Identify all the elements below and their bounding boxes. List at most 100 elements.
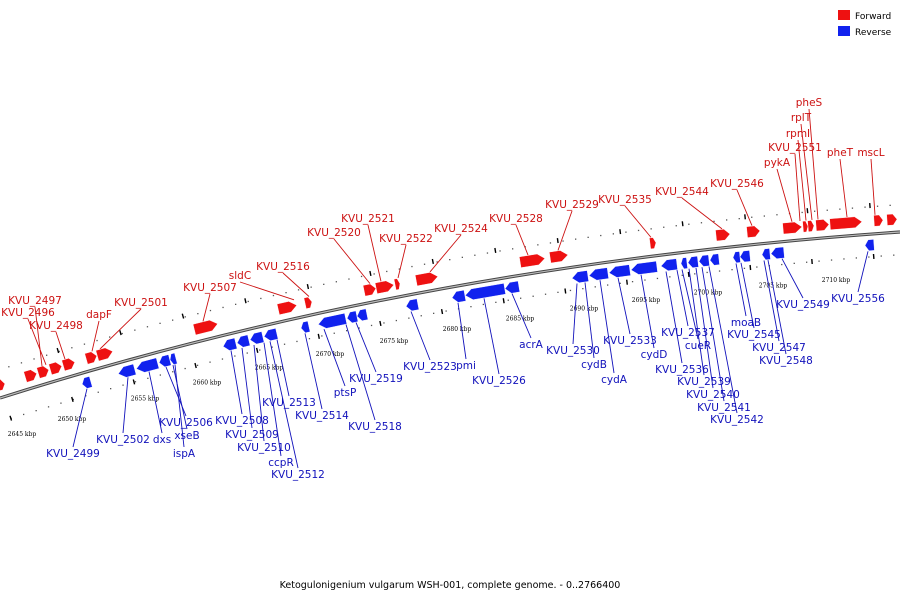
scale-dot-lower (308, 338, 311, 340)
reverse-gene-label: KVU_2539 (677, 376, 731, 388)
scale-dot-upper (625, 231, 627, 233)
reverse-label-leader (740, 262, 755, 329)
kbp-tick-label: 2680 kbp (443, 326, 472, 333)
kbp-tick-label: 2660 kbp (193, 379, 222, 386)
scale-dot-upper (96, 339, 98, 342)
scale-tick-lower (132, 379, 136, 385)
reverse-gene-arrow (158, 354, 172, 368)
scale-tick-upper (119, 330, 122, 336)
scale-dot-upper (751, 216, 753, 218)
forward-label-leader (99, 308, 142, 350)
forward-gene-label: KVU_2521 (341, 213, 395, 225)
reverse-gene-label: KVU_2548 (759, 355, 813, 367)
scale-dot-lower (743, 267, 746, 269)
scale-dot-upper (373, 273, 375, 275)
scale-dot-lower (147, 377, 149, 379)
kbp-tick-label: 2670 kbp (316, 351, 345, 358)
reverse-gene-arrow (136, 357, 160, 373)
reverse-label-leader (269, 341, 299, 469)
scale-dot-lower (433, 312, 435, 314)
scale-tick-upper (806, 208, 809, 214)
kbp-tick-label: 2685 kbp (506, 315, 535, 322)
scale-dot-lower (196, 364, 199, 366)
scale-tick-upper (369, 270, 372, 277)
scale-dot-lower (893, 254, 895, 256)
forward-gene-label: KVU_2522 (379, 233, 433, 245)
scale-dot-lower (333, 332, 335, 334)
scale-dot-lower (644, 279, 646, 281)
scale-tick-lower (9, 415, 13, 421)
reverse-gene-label: KVU_2508 (215, 415, 269, 427)
forward-label-leader (55, 331, 66, 360)
scale-dot-lower (47, 406, 50, 408)
scale-dot-upper (801, 211, 803, 214)
scale-dot-lower (607, 284, 609, 286)
scale-dot-lower (358, 327, 360, 329)
scale-dot-upper (146, 326, 149, 328)
scale-dot-lower (569, 289, 572, 292)
forward-label-leader (839, 158, 848, 218)
forward-gene-arrow (782, 221, 803, 235)
scale-dot-lower (259, 349, 261, 351)
reverse-gene-label: acrA (519, 339, 544, 351)
forward-label-leader (202, 293, 211, 322)
scale-dot-lower (495, 301, 497, 303)
reverse-gene-label: KVU_2510 (237, 442, 291, 454)
scale-dot-lower (681, 274, 683, 276)
forward-gene-arrow (746, 225, 761, 238)
scale-dot-upper (134, 329, 136, 331)
scale-dot-lower (420, 315, 422, 317)
forward-label-leader (794, 153, 801, 222)
forward-label-leader (515, 224, 529, 256)
reverse-gene-arrow (169, 352, 178, 365)
reverse-label-leader (253, 344, 265, 442)
scale-dot-upper (184, 316, 186, 318)
scale-tick-upper (306, 283, 310, 290)
forward-gene-arrow (414, 272, 439, 287)
scale-tick-upper (431, 258, 434, 265)
scale-dot-upper (209, 309, 212, 312)
scale-dot-upper (889, 204, 891, 206)
reverse-gene-label: KVU_2542 (710, 414, 764, 426)
scale-dot-lower (134, 381, 137, 383)
kbp-tick-label: 2675 kbp (380, 338, 409, 345)
scale-dot-lower (159, 374, 161, 376)
scale-dot-upper (436, 261, 438, 263)
scale-tick-lower (440, 308, 444, 315)
scale-dot-upper (247, 300, 249, 303)
reverse-label-leader (701, 267, 725, 402)
forward-label-leader (800, 123, 813, 220)
scale-dot-upper (348, 278, 350, 280)
forward-gene-label: KVU_2516 (256, 261, 310, 273)
scale-dot-upper (46, 354, 48, 356)
reverse-gene-label: KVU_2512 (271, 469, 325, 481)
reverse-label-leader (617, 277, 631, 335)
scale-dot-lower (843, 258, 845, 260)
forward-gene-arrow (84, 351, 98, 365)
reverse-label-leader (572, 283, 578, 345)
scale-dot-lower (172, 371, 174, 373)
reverse-gene-label: KVU_2513 (262, 397, 316, 409)
reverse-gene-label: KVU_2519 (349, 373, 403, 385)
forward-gene-label: KVU_2544 (655, 186, 709, 198)
scale-dot-upper (537, 244, 539, 246)
scale-dot-lower (594, 286, 596, 288)
scale-dot-lower (246, 352, 248, 354)
forward-label-leader (239, 281, 295, 301)
forward-gene-label: KVU_2529 (545, 199, 599, 211)
reverse-gene-arrow (346, 310, 359, 324)
reverse-gene-arrow (709, 253, 720, 266)
scale-dot-upper (285, 292, 287, 294)
kbp-tick-label: 2650 kbp (58, 416, 87, 423)
scale-dot-upper (713, 220, 715, 222)
scale-tick-upper (619, 229, 622, 235)
scale-dot-lower (532, 295, 534, 297)
reverse-gene-arrow (680, 257, 688, 270)
forward-label-leader (681, 197, 723, 230)
reverse-label-leader (122, 377, 129, 434)
forward-gene-label: KVU_2501 (114, 297, 168, 309)
scale-dot-upper (159, 322, 161, 324)
scale-tick-upper (56, 347, 60, 354)
scale-dot-lower (383, 322, 385, 324)
scale-dot-upper (776, 214, 778, 216)
